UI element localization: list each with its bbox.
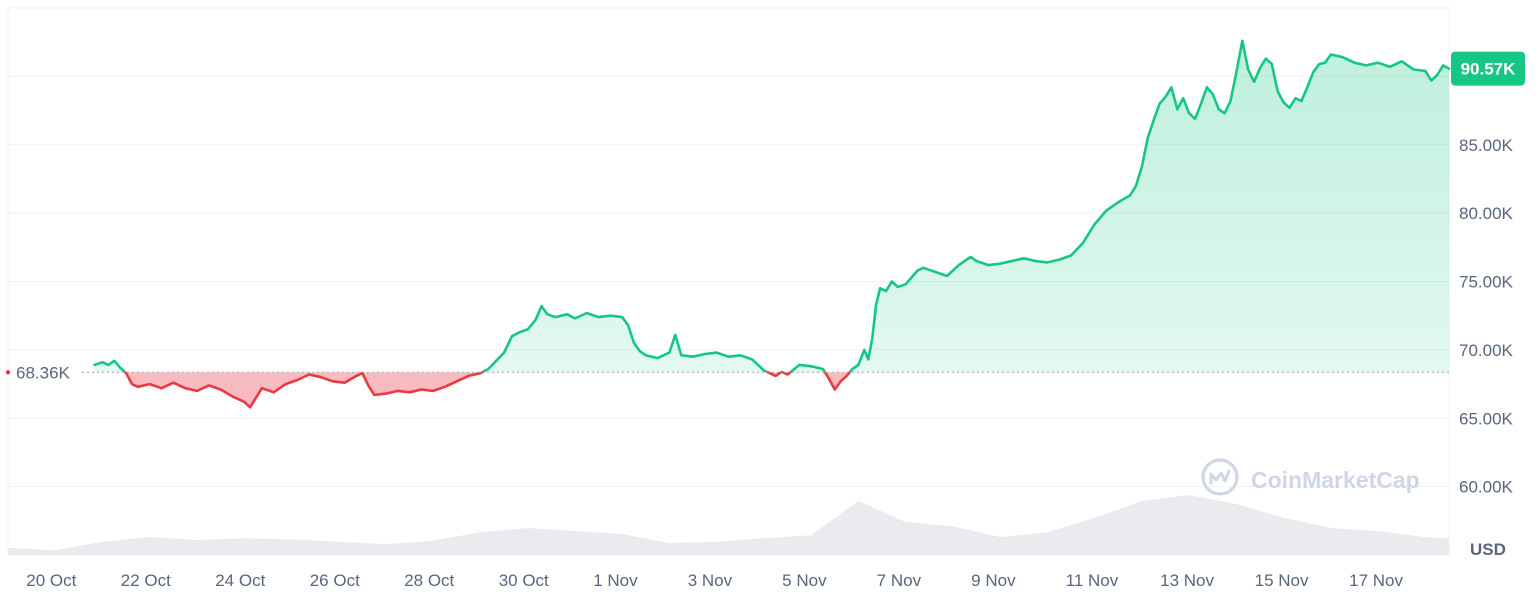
price-line-up: [93, 39, 1451, 373]
y-tick-label: 60.00K: [1459, 478, 1514, 497]
y-tick-label: 75.00K: [1459, 273, 1514, 292]
volume-area: [8, 495, 1449, 555]
x-tick-label: 26 Oct: [310, 571, 360, 590]
badge-background: [1451, 51, 1525, 86]
x-tick-label: 30 Oct: [499, 571, 549, 590]
x-tick-label: 9 Nov: [971, 571, 1016, 590]
current-price-badge: 90.57K: [1451, 51, 1525, 86]
x-tick-label: 24 Oct: [215, 571, 265, 590]
axes: 60.00K 65.00K 70.00K 75.00K 80.00K 85.00K USD 2…: [26, 51, 1525, 590]
price-line-down: [123, 372, 852, 409]
watermark-text: CoinMarketCap: [1251, 467, 1420, 493]
x-tick-label: 3 Nov: [688, 571, 733, 590]
x-tick-label: 20 Oct: [26, 571, 76, 590]
price-area: [94, 40, 1449, 408]
x-tick-label: 13 Nov: [1160, 571, 1214, 590]
x-tick-label: 1 Nov: [593, 571, 638, 590]
x-tick-label: 11 Nov: [1066, 571, 1119, 590]
watermark: CoinMarketCap: [1201, 458, 1420, 496]
area-fill-up: [94, 40, 1449, 373]
x-tick-label: 28 Oct: [404, 571, 454, 590]
current-price-label: 90.57K: [1461, 60, 1517, 79]
y-tick-label: 65.00K: [1459, 409, 1514, 428]
line-above-ref: [93, 39, 1451, 373]
y-tick-label: 85.00K: [1459, 136, 1514, 155]
x-tick-label: 7 Nov: [877, 571, 922, 590]
reference-label: 68.36K: [16, 363, 71, 382]
area-above-ref: [94, 40, 1449, 373]
currency-label: USD: [1470, 540, 1506, 559]
x-tick-label: 15 Nov: [1255, 571, 1309, 590]
price-line: [93, 39, 1451, 409]
coinmarketcap-logo-icon: [1201, 458, 1239, 496]
y-tick-label: 70.00K: [1459, 341, 1514, 360]
x-tick-label: 17 Nov: [1349, 571, 1403, 590]
x-tick-label: 5 Nov: [782, 571, 827, 590]
reference-marker: [5, 370, 11, 375]
x-tick-label: 22 Oct: [121, 571, 171, 590]
line-below-ref: [123, 372, 852, 409]
volume-shape: [8, 495, 1449, 555]
reference-line: 68.36K: [5, 363, 1449, 382]
y-tick-label: 80.00K: [1459, 204, 1514, 223]
